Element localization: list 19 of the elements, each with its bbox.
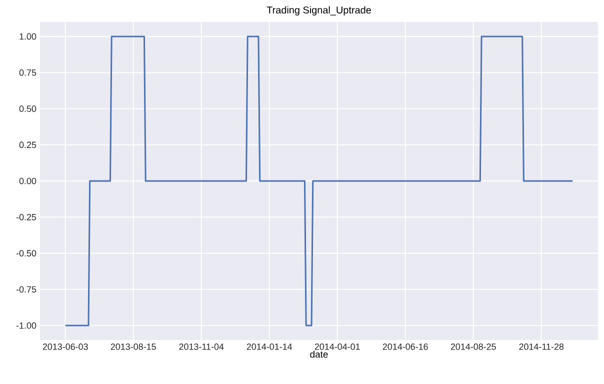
x-tick-label: 2014-06-16	[382, 344, 428, 350]
y-tick-label: 0.00	[19, 178, 36, 184]
y-tick-label: -0.75	[16, 286, 36, 293]
y-tick-label: -0.25	[16, 214, 36, 220]
y-tick-label: 0.25	[19, 142, 36, 148]
x-tick-label: 2013-06-03	[42, 344, 88, 350]
x-tick-label: 2013-08-15	[110, 344, 156, 350]
chart-title: Trading Signal_Uptrade	[266, 6, 371, 16]
x-tick-label: 2014-04-01	[314, 344, 360, 350]
x-tick-label: 2014-01-14	[246, 344, 292, 350]
y-tick-label: -1.00	[16, 322, 36, 329]
y-tick-label: -0.50	[16, 250, 36, 256]
y-tick-label: 0.50	[19, 106, 36, 112]
y-tick-label: 1.00	[20, 33, 36, 40]
x-tick-label: 2013-11-04	[179, 344, 224, 350]
y-tick-label: 0.75	[19, 69, 36, 76]
x-tick-label: 2014-08-25	[450, 344, 496, 350]
x-tick-label: 2014-11-28	[519, 344, 564, 350]
x-axis-title: date	[310, 350, 328, 358]
